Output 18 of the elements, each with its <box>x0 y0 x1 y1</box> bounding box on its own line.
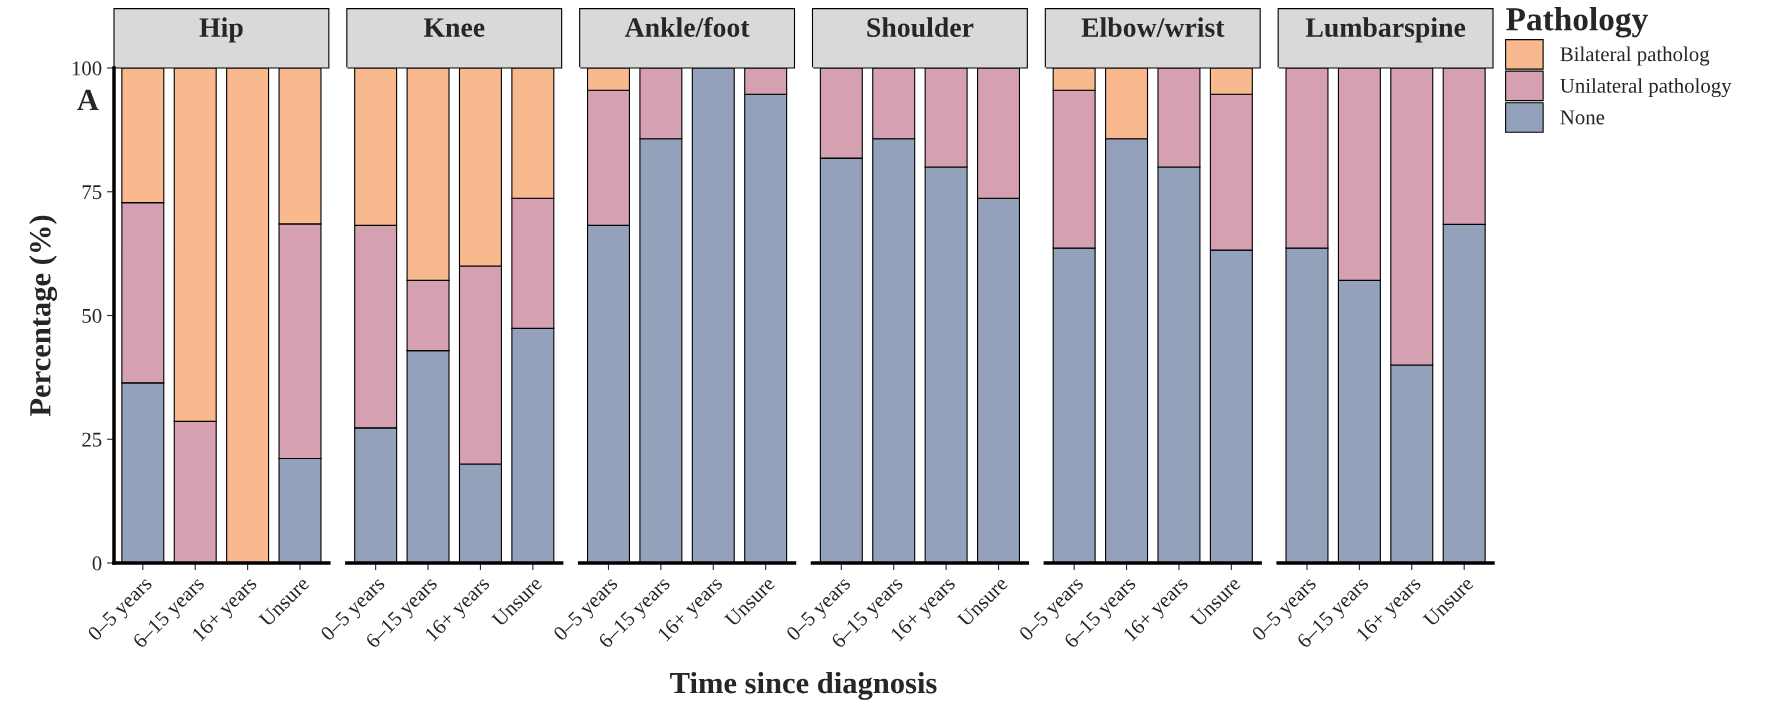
chart-title: Elbow/wrist <box>1081 17 1225 37</box>
chart-title: Knee <box>423 18 485 37</box>
y-tick-label: 100 <box>72 61 102 76</box>
chart-title: Hip <box>199 17 243 43</box>
chart-title: Ankle/foot <box>624 17 750 37</box>
legend-label: None <box>1560 110 1605 125</box>
text: A <box>77 89 99 110</box>
legend-title: Pathology <box>1506 7 1648 38</box>
y-tick-label: 75 <box>82 185 102 200</box>
chart-title: Shoulder <box>867 17 974 37</box>
y-tick-label: 0 <box>92 556 102 571</box>
y-tick-label: 50 <box>82 308 102 323</box>
legend-label: Unilateral pathology <box>1560 78 1732 98</box>
legend-label: Bilateral patholog <box>1560 46 1710 66</box>
chart-title: Lumbarspine <box>1305 17 1466 43</box>
y-tick-label: 25 <box>82 432 102 447</box>
x-axis-title: Time since diagnosis <box>670 671 937 700</box>
y-axis-title: Percentage (%) <box>29 215 58 417</box>
